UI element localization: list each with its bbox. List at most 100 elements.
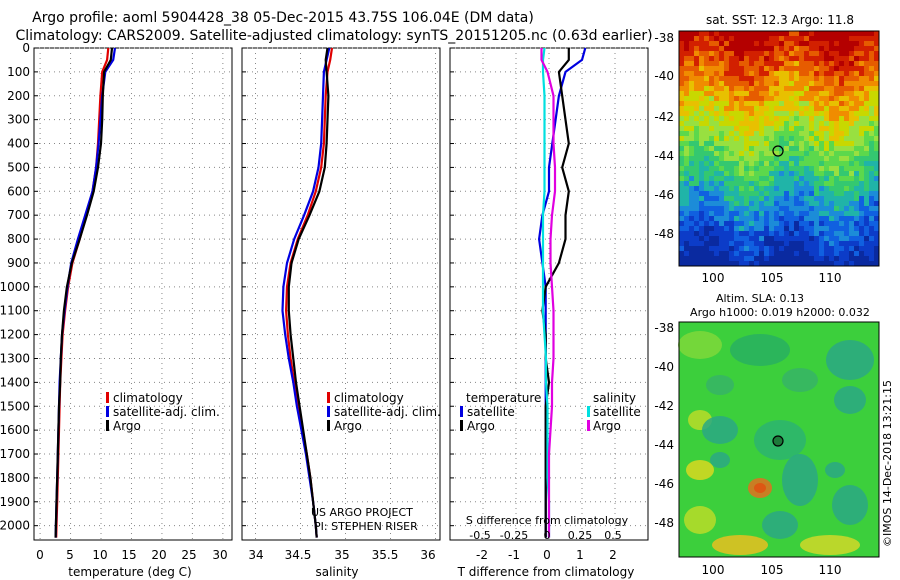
sst-cell (794, 96, 799, 101)
sst-cell (754, 241, 759, 246)
sst-cell (869, 36, 874, 41)
sst-cell (699, 111, 704, 116)
sst-cell (694, 241, 699, 246)
temp-tick-3: 15 (121, 548, 136, 562)
sst-cell (764, 146, 769, 151)
sst-cell (804, 246, 809, 251)
sst-cell (809, 156, 814, 161)
sst-cell (684, 71, 689, 76)
sst-cell (714, 71, 719, 76)
sst-cell (869, 121, 874, 126)
legend-s-satellite-swatch (587, 406, 590, 417)
sst-cell (859, 201, 864, 206)
sst-cell (709, 116, 714, 121)
sst-cell (799, 161, 804, 166)
sst-cell (684, 41, 689, 46)
sst-cell (779, 106, 784, 111)
depth-tick-label: 1500 (0, 399, 30, 413)
sst-cell (839, 66, 844, 71)
sst-cell (684, 206, 689, 211)
sst-cell (679, 81, 684, 86)
sst-cell (689, 256, 694, 261)
sst-cell (729, 206, 734, 211)
sst-cell (829, 121, 834, 126)
sst-cell (844, 156, 849, 161)
sst-cell (754, 106, 759, 111)
sst-cell (809, 131, 814, 136)
sst-cell (789, 211, 794, 216)
sst-cell (749, 131, 754, 136)
sst-cell (739, 126, 744, 131)
sst-cell (819, 181, 824, 186)
sst-cell (724, 121, 729, 126)
sst-cell (824, 176, 829, 181)
sst-cell (874, 66, 879, 71)
sst-cell (684, 56, 689, 61)
sst-cell (699, 151, 704, 156)
sst-cell (794, 86, 799, 91)
sst-cell (874, 236, 879, 241)
sst-cell (679, 226, 684, 231)
sst-cell (824, 256, 829, 261)
sst-cell (724, 176, 729, 181)
sst-cell (769, 206, 774, 211)
sst-cell (689, 111, 694, 116)
sst-cell (684, 131, 689, 136)
sst-cell (849, 146, 854, 151)
sst-cell (689, 146, 694, 151)
sst-cell (744, 221, 749, 226)
sst-cell (849, 126, 854, 131)
sla-ytick-0: -38 (654, 321, 674, 335)
temp-tick-2: 10 (92, 548, 107, 562)
sst-cell (869, 111, 874, 116)
sst-cell (789, 86, 794, 91)
sst-cell (729, 236, 734, 241)
sst-cell (794, 166, 799, 171)
sst-cell (784, 191, 789, 196)
sst-cell (724, 161, 729, 166)
sst-cell (679, 241, 684, 246)
sst-cell (819, 56, 824, 61)
sst-cell (809, 146, 814, 151)
sst-cell (744, 186, 749, 191)
sst-cell (704, 96, 709, 101)
sst-cell (839, 86, 844, 91)
sst-cell (814, 186, 819, 191)
sst-cell (814, 126, 819, 131)
sst-cell (744, 171, 749, 176)
sst-cell (759, 31, 764, 36)
sst-cell (819, 226, 824, 231)
sst-cell (734, 36, 739, 41)
sst-cell (719, 86, 724, 91)
sst-cell (864, 41, 869, 46)
temperature-grid (34, 47, 232, 540)
sst-cell (859, 66, 864, 71)
sst-cell (809, 101, 814, 106)
sst-cell (719, 41, 724, 46)
sst-cell (849, 156, 854, 161)
depth-tick-label: 200 (7, 89, 30, 103)
sst-cell (854, 76, 859, 81)
sst-cell (774, 166, 779, 171)
sst-cell (814, 221, 819, 226)
sst-cell (754, 221, 759, 226)
sst-cell (774, 226, 779, 231)
sst-cell (784, 211, 789, 216)
sst-cell (779, 141, 784, 146)
sst-cell (849, 61, 854, 66)
sst-cell (769, 226, 774, 231)
sst-cell (729, 146, 734, 151)
sst-cell (764, 41, 769, 46)
sst-cell (869, 221, 874, 226)
sst-cell (824, 86, 829, 91)
sst-cell (704, 186, 709, 191)
sst-cell (789, 256, 794, 261)
sst-cell (734, 171, 739, 176)
sst-cell (689, 226, 694, 231)
sst-cell (819, 221, 824, 226)
sst-cell (764, 171, 769, 176)
sst-cell (759, 106, 764, 111)
sst-cell (869, 86, 874, 91)
sst-cell (774, 91, 779, 96)
sst-cell (759, 221, 764, 226)
